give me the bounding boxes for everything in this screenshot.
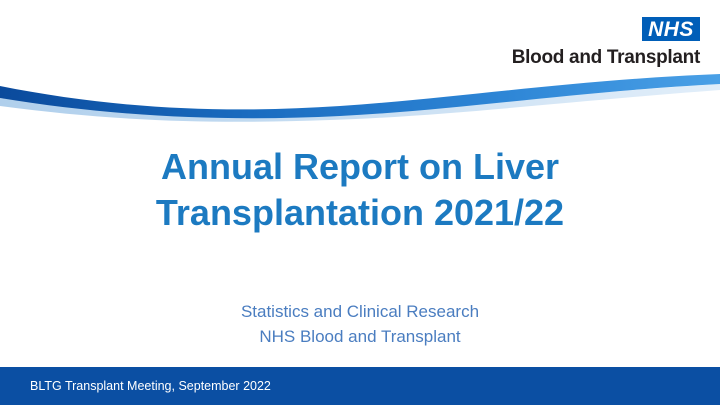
nhs-logo-text: NHS [648,17,694,41]
decorative-wave [0,74,720,122]
nhsbt-logo: NHS Blood and Transplant [490,17,700,77]
footer-text: BLTG Transplant Meeting, September 2022 [30,379,271,393]
slide-title-line-2: Transplantation 2021/22 [155,192,565,233]
slide-subtitle-line-2: NHS Blood and Transplant [259,327,461,346]
slide-subtitle-line-1: Statistics and Clinical Research [240,302,480,321]
nhs-logo-badge: NHS [642,17,700,41]
wave-main-band [0,74,720,119]
slide-title-line-1: Annual Report on Liver [160,146,560,187]
footer-bar: BLTG Transplant Meeting, September 2022 [0,367,720,405]
organisation-name: Blood and Transplant [511,47,701,68]
slide-subtitle: Statistics and Clinical Research NHS Blo… [0,299,720,349]
slide-title: Annual Report on Liver Transplantation 2… [0,144,720,236]
